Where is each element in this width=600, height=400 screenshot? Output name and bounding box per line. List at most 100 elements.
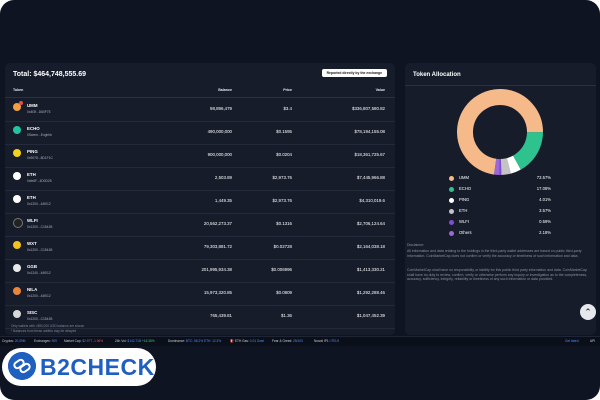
column-token[interactable]: Token [13, 88, 24, 92]
token-name[interactable]: ECHO [27, 126, 40, 131]
value-cell: $2,706,124.64 [356, 221, 385, 226]
table-row[interactable]: ECHO 0Swem...Exghhb 490,000,000 $0.1595 $78,… [5, 121, 395, 145]
disclaimer-text-1: All information and data relating to the… [407, 249, 582, 258]
wallet-address[interactable]: 0x1200...C1541B [27, 317, 53, 321]
legend-token: ETH [459, 208, 468, 213]
wallet-address[interactable]: 0x4f3f...D60F75 [27, 110, 51, 114]
legend-item[interactable]: ETH 3.57% [449, 208, 551, 218]
allocation-title: Token Allocation [413, 72, 461, 78]
total-holdings: Total: $464,748,555.69 [13, 71, 87, 78]
price-cell: $0.1595 [276, 129, 292, 134]
price-cell: $1.36 [281, 313, 292, 318]
table-row[interactable]: WLFI 0x1200...C1541B 20,562,273.37 $0.1316 $… [5, 213, 395, 237]
legend-token: ECHO [459, 186, 472, 191]
ticker-volume[interactable]: 24h Vol: $142.71B +16.36% [115, 339, 155, 343]
value-cell: $1,413,330.21 [356, 267, 385, 272]
legend-color-icon [449, 231, 454, 236]
ticker-nosoti[interactable]: Nosoti IP1: ITEL9 [314, 339, 339, 343]
wallet-address[interactable]: 0xfe6F...4D0D25 [27, 179, 52, 183]
price-cell: $0.1316 [276, 221, 292, 226]
token-logo-icon [13, 195, 21, 203]
legend-item[interactable]: PING 4.01% [449, 197, 551, 207]
price-cell: $3.4 [283, 106, 292, 111]
api-link[interactable]: API [590, 339, 596, 343]
token-name[interactable]: SISC [27, 310, 38, 315]
footnote-min-balance: Only wallets with >$50,000 USD balance a… [11, 324, 85, 328]
b2check-watermark: B2CHECK [2, 348, 156, 386]
token-name[interactable]: UMM [27, 103, 38, 108]
token-name[interactable]: WLFI [27, 218, 38, 223]
table-row[interactable]: ETH 0x1200...44f012 1,449.35 $2,973.76 $4,31… [5, 190, 395, 214]
legend-color-icon [449, 176, 454, 181]
column-price[interactable]: Price [283, 88, 292, 92]
legend-percent: 2.18% [539, 230, 551, 235]
legend-color-icon [449, 220, 454, 225]
token-logo-icon [13, 310, 21, 318]
disclaimer-title: Disclaimer: [407, 243, 425, 247]
wallet-address[interactable]: 0x1240...44f012 [27, 271, 51, 275]
ticker-dominance[interactable]: Dominance: BTC: 58.2% ETH: 12.3% [168, 339, 222, 343]
table-row[interactable]: NILA 0x1200...44f012 15,973,320.85 $0.0809 $… [5, 282, 395, 306]
price-cell: $0.0809 [276, 290, 292, 295]
legend-item[interactable]: ECHO 17.08% [449, 186, 551, 196]
table-row[interactable]: WXT 0x1200...C1541B 79,303,881.72 $0.02728 $… [5, 236, 395, 260]
wallet-address[interactable]: 0x1200...44f012 [27, 202, 51, 206]
disclaimer-text-2: CoinMarketCap shall have no responsibili… [407, 268, 588, 282]
token-name[interactable]: WXT [27, 241, 37, 246]
link-chain-icon [8, 352, 36, 380]
table-row[interactable]: PING 0x9078...8D1F1C 900,000,000 $0.0204 $18… [5, 144, 395, 168]
allocation-donut-chart[interactable] [457, 89, 543, 175]
value-cell: $336,807,580.82 [352, 106, 385, 111]
table-row[interactable]: UMM 0x4f3f...D60F75 98,896,479 $3.4 $336,807… [5, 98, 395, 122]
ticker-cryptos[interactable]: Cryptos: 20.59M [2, 339, 26, 343]
token-name[interactable]: PING [27, 149, 38, 154]
wallet-address[interactable]: 0x1200...C1541B [27, 225, 53, 229]
price-cell: $0.02728 [273, 244, 292, 249]
legend-item[interactable]: Others 2.18% [449, 230, 551, 240]
value-cell: $18,361,725.67 [354, 152, 385, 157]
table-row[interactable]: SISC 0x1200...C1541B 765,439.81 $1.36 $1,047… [5, 305, 395, 329]
ticker-market-cap[interactable]: Market Cap: $2.97T -1.96% [64, 339, 104, 343]
balance-cell: 20,562,273.37 [203, 221, 232, 226]
token-name[interactable]: NILA [27, 287, 38, 292]
balance-cell: 765,439.81 [210, 313, 232, 318]
token-logo-icon [13, 218, 23, 228]
legend-item[interactable]: WLFI 0.59% [449, 219, 551, 229]
scroll-to-top-button[interactable]: ⌃ [580, 304, 596, 320]
gas-icon: ⛽ [230, 339, 234, 343]
wallet-address[interactable]: 0x9078...8D1F1C [27, 156, 53, 160]
legend-token: WLFI [459, 219, 470, 224]
donut-slice-umm[interactable] [457, 89, 543, 175]
wallet-address[interactable]: 0x1200...44f012 [27, 294, 51, 298]
legend-item[interactable]: UMM 73.57% [449, 175, 551, 185]
column-value[interactable]: Value [375, 88, 385, 92]
column-balance[interactable]: Balance [218, 88, 232, 92]
token-name[interactable]: ETH [27, 195, 36, 200]
ticker-fear-greed[interactable]: Fear & Greed: 25/100 [272, 339, 303, 343]
price-cell: $2,973.76 [272, 198, 292, 203]
price-cell: $0.006996 [271, 267, 292, 272]
watermark-text: B2CHECK [40, 354, 155, 380]
legend-percent: 4.01% [539, 197, 551, 202]
ticker-exchanges[interactable]: Exchanges: 909 [34, 339, 57, 343]
balance-cell: 490,000,000 [207, 129, 232, 134]
ticker-eth-gas[interactable]: ⛽ ETH Gas: 0.24 Gwei [230, 339, 265, 343]
balance-cell: 79,303,881.72 [203, 244, 232, 249]
reported-by-exchange-button[interactable]: Reported directly by the exchange [321, 69, 387, 77]
token-name[interactable]: GGB [27, 264, 38, 269]
market-ticker-bar: Cryptos: 20.59M Exchanges: 909 Market Ca… [0, 336, 600, 346]
table-row[interactable]: GGB 0x1240...44f012 201,995,934.38 $0.00699… [5, 259, 395, 283]
value-cell: $1,047,452.39 [356, 313, 385, 318]
token-logo-icon [13, 149, 21, 157]
wallet-address[interactable]: 0x1200...C1541B [27, 248, 53, 252]
table-row[interactable]: ETH 0xfe6F...4D0D25 2,503.89 $2,973.76 $7,44… [5, 167, 395, 191]
get-listed-link[interactable]: Get listed [565, 339, 579, 343]
donut-slice-echo[interactable] [457, 89, 543, 175]
legend-percent: 3.57% [539, 208, 551, 213]
wallet-address[interactable]: 0Swem...Exghhb [27, 133, 52, 137]
value-cell: $4,310,019.6 [359, 198, 385, 203]
token-logo-icon [13, 126, 21, 134]
divider [405, 85, 596, 86]
token-name[interactable]: ETH [27, 172, 36, 177]
